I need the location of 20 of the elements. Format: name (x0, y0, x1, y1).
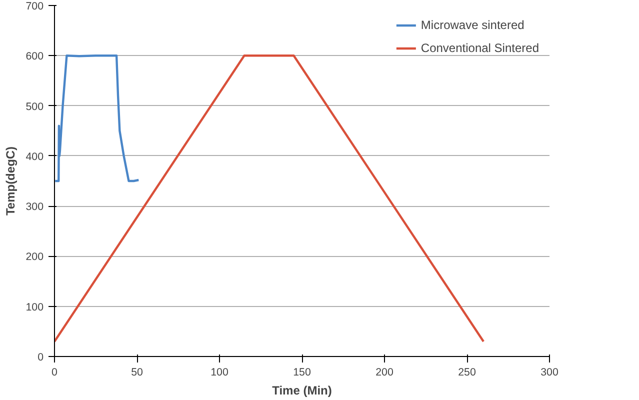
x-tick-label: 100 (210, 366, 228, 378)
y-tick-label: 200 (26, 251, 44, 264)
y-tick-label: 600 (26, 50, 44, 63)
y-tick-label: 0 (38, 352, 44, 364)
legend-label: Conventional Sintered (420, 41, 539, 55)
line-series (54, 54, 140, 182)
legend-label: Microwave sintered (420, 18, 524, 32)
x-tick-label: 200 (376, 366, 394, 378)
y-tick-label: 100 (26, 301, 44, 314)
x-tick-label: 300 (540, 366, 558, 378)
y-tick-label: 400 (26, 150, 44, 163)
y-tick-label: 700 (26, 0, 44, 12)
y-tick-label: 300 (26, 201, 44, 214)
y-tick-label: 500 (26, 100, 44, 113)
x-tick-label: 150 (293, 366, 311, 378)
x-tick-label: 50 (131, 366, 143, 378)
x-tick-label: 0 (52, 366, 58, 378)
x-tick-label: 250 (458, 366, 476, 378)
x-axis-title: Time (Min) (272, 384, 332, 398)
y-axis-title: Temp(degC) (4, 146, 18, 216)
